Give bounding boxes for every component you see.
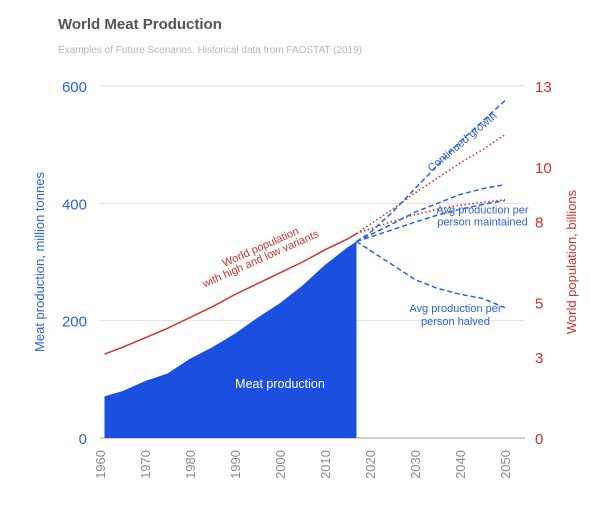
annotation-maintained-2: person maintained [437,217,528,229]
chart-title: World Meat Production [58,16,222,33]
x-tick: 1990 [228,450,243,479]
y-tick-right: 5 [535,296,543,313]
annotation-continued-growth: Continued growth [426,110,500,175]
line-avg-production-per-person-halved [356,240,506,309]
line-world-population [104,232,357,355]
x-tick: 1970 [138,450,153,479]
x-tick: 2000 [273,450,288,479]
annotation-maintained-1: Avg production per [436,204,528,216]
annotation-meat-production: Meat production [235,377,325,391]
y-tick-left: 600 [62,79,87,96]
x-tick: 2040 [453,450,468,479]
y-tick-left: 200 [62,314,87,331]
y-tick-right: 3 [535,350,543,367]
chart-subtitle: Examples of Future Scenarios. Historical… [58,45,363,56]
x-tick: 2010 [318,450,333,479]
y-axis-label-right: World population, billions [564,189,579,334]
y-tick-left: 0 [79,431,87,448]
line-population-low-variant [356,198,506,235]
annotation-world-population-2: with high and low variants [200,228,321,291]
y-axis-label-left: Meat production, million tonnes [32,172,47,352]
x-tick: 1960 [93,450,108,479]
y-tick-right: 13 [535,79,552,96]
x-tick: 2030 [408,450,423,479]
x-tick: 2050 [498,450,513,479]
annotation-halved-2: person halved [421,316,490,328]
annotation-halved-1: Avg production per [409,303,501,315]
x-tick: 2020 [363,450,378,479]
y-tick-right: 8 [535,214,543,231]
y-tick-right: 0 [535,431,543,448]
y-tick-right: 10 [535,160,552,177]
x-tick: 1980 [183,450,198,479]
y-tick-left: 400 [62,196,87,213]
line-avg-production-per-person-maintained-upper [356,183,506,243]
line-continued-growth [356,100,506,243]
line-avg-production-per-person-maintained-lower [356,199,506,243]
area-meat-production [104,241,357,438]
